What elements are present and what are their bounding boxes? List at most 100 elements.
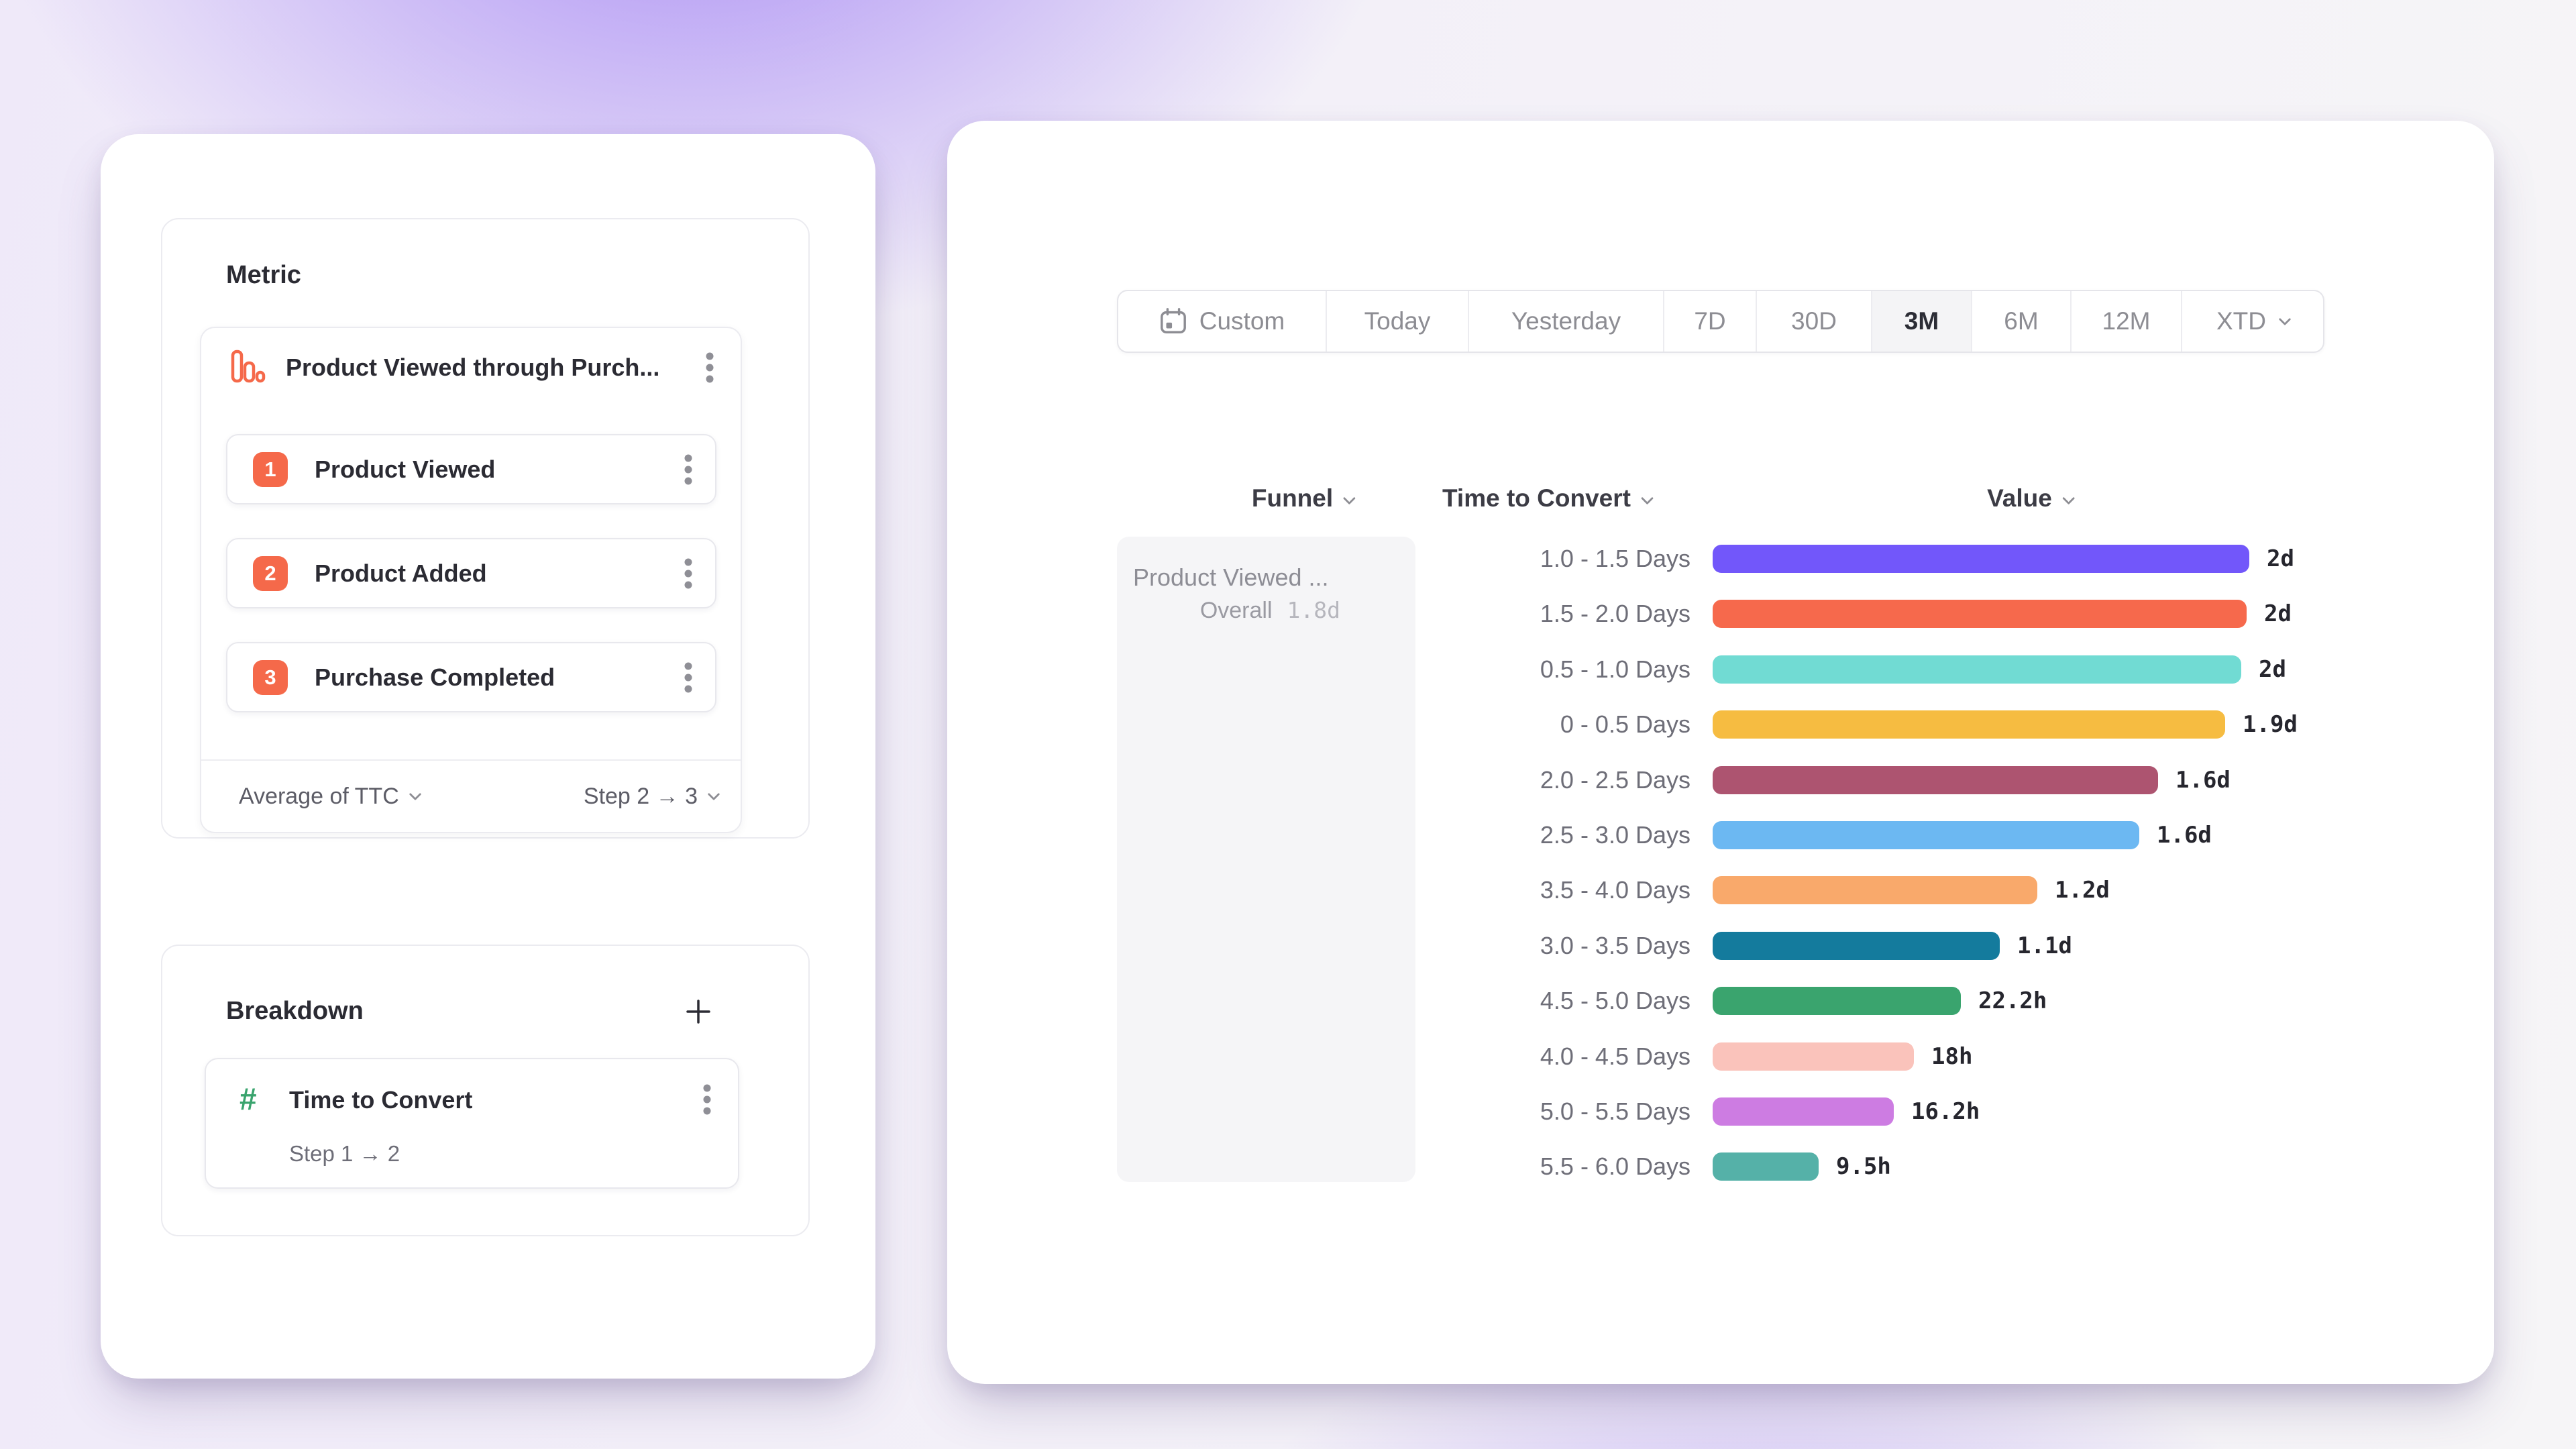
funnel-metric-header: Product Viewed through Purch... — [201, 328, 741, 407]
date-range-yesterday[interactable]: Yesterday — [1469, 291, 1664, 352]
date-range-label: Yesterday — [1511, 307, 1621, 335]
bucket-label: 1.5 - 2.0 Days — [1540, 600, 1690, 628]
kebab-menu-icon[interactable] — [696, 346, 723, 389]
value-bar-0.5---1.0-days[interactable] — [1713, 655, 2241, 684]
funnel-metric-card[interactable]: Product Viewed through Purch... 1 Product… — [200, 327, 742, 833]
chevron-down-icon — [707, 792, 720, 801]
bucket-label: 0 - 0.5 Days — [1560, 710, 1690, 739]
date-range-label: 30D — [1791, 307, 1837, 335]
calendar-icon — [1159, 307, 1187, 335]
step-label: Product Viewed — [315, 455, 496, 483]
column-header-funnel-label: Funnel — [1251, 484, 1334, 512]
bar-value-label: 22.2h — [1978, 987, 2047, 1015]
date-range-today[interactable]: Today — [1327, 291, 1469, 352]
date-range-label: Custom — [1199, 307, 1285, 335]
value-bar-3.5---4.0-days[interactable] — [1713, 876, 2037, 905]
value-bar-3.0---3.5-days[interactable] — [1713, 931, 2000, 960]
value-bar-5.5---6.0-days[interactable] — [1713, 1152, 1819, 1181]
funnel-metric-footer: Average of TTC Step 2 → 3 — [201, 761, 741, 832]
date-range-3m[interactable]: 3M — [1872, 291, 1972, 352]
kebab-menu-icon[interactable] — [694, 1078, 720, 1121]
chevron-down-icon — [1342, 496, 1356, 505]
column-header-time-to-convert[interactable]: Time to Convert — [1442, 484, 1654, 513]
step-index-badge: 3 — [253, 659, 288, 695]
funnel-steps-list: 1 Product Viewed 2 Product Added 3 Purchase C… — [226, 434, 716, 712]
date-range-7d[interactable]: 7D — [1664, 291, 1757, 352]
bucket-label: 3.0 - 3.5 Days — [1540, 931, 1690, 959]
value-bar-1.5---2.0-days[interactable] — [1713, 600, 2247, 629]
step-label: Product Added — [315, 559, 487, 587]
date-range-picker: Custom Today Yesterday 7D 30D 3M 6M 12M XTD — [1117, 290, 2324, 353]
bar-value-label: 1.1d — [2017, 932, 2072, 959]
bucket-label: 2.5 - 3.0 Days — [1540, 821, 1690, 849]
add-breakdown-button[interactable] — [682, 996, 714, 1028]
bar-value-label: 1.2d — [2055, 877, 2110, 904]
funnel-step-product-viewed[interactable]: 1 Product Viewed — [226, 434, 716, 504]
bar-value-label: 1.9d — [2243, 711, 2298, 739]
bar-value-label: 9.5h — [1836, 1153, 1891, 1181]
aggregation-label: Average of TTC — [239, 783, 399, 809]
date-range-30d[interactable]: 30D — [1757, 291, 1872, 352]
bucket-label: 4.0 - 4.5 Days — [1540, 1042, 1690, 1070]
bucket-label: 0.5 - 1.0 Days — [1540, 655, 1690, 683]
chevron-down-icon — [409, 792, 422, 801]
breakdown-item-step-range: Step 1 → 2 — [289, 1141, 400, 1166]
column-header-funnel[interactable]: Funnel — [1252, 484, 1356, 513]
bar-value-label: 16.2h — [1911, 1098, 1980, 1125]
bar-value-label: 1.6d — [2157, 822, 2212, 849]
date-range-6m[interactable]: 6M — [1972, 291, 2072, 352]
value-bar-0---0.5-days[interactable] — [1713, 710, 2225, 739]
date-range-label: 7D — [1694, 307, 1726, 335]
value-bar-2.5---3.0-days[interactable] — [1713, 821, 2139, 849]
date-range-label: XTD — [2216, 307, 2266, 335]
bar-value-label: 2d — [2259, 655, 2286, 683]
bucket-label: 3.5 - 4.0 Days — [1540, 876, 1690, 904]
aggregation-select[interactable]: Average of TTC — [239, 784, 422, 810]
kebab-menu-icon[interactable] — [675, 552, 702, 595]
date-range-label: 6M — [2004, 307, 2039, 335]
bucket-label: 4.5 - 5.0 Days — [1540, 987, 1690, 1015]
funnel-cell-overall: Overall 1.8d — [1200, 597, 1340, 624]
date-range-label: Today — [1364, 307, 1431, 335]
date-range-xtd[interactable]: XTD — [2182, 291, 2323, 352]
bar-value-label: 18h — [1931, 1042, 1973, 1070]
bar-value-label: 2d — [2264, 600, 2292, 628]
bucket-label: 5.0 - 5.5 Days — [1540, 1097, 1690, 1125]
column-header-ttc-label: Time to Convert — [1442, 484, 1631, 512]
date-range-label: 12M — [2102, 307, 2151, 335]
kebab-menu-icon[interactable] — [675, 448, 702, 491]
funnel-cell[interactable]: Product Viewed ... Overall 1.8d — [1117, 537, 1415, 1182]
column-header-value-label: Value — [1987, 484, 2052, 512]
overall-label: Overall — [1199, 598, 1273, 623]
overall-value: 1.8d — [1287, 597, 1340, 623]
value-bar-5.0---5.5-days[interactable] — [1713, 1097, 1894, 1126]
date-range-label: 3M — [1904, 307, 1939, 335]
chevron-down-icon — [2278, 317, 2292, 326]
funnel-step-product-added[interactable]: 2 Product Added — [226, 538, 716, 608]
step-range-label: Step 2 → 3 — [583, 783, 698, 809]
step-label: Purchase Completed — [315, 663, 555, 691]
bucket-label: 5.5 - 6.0 Days — [1540, 1152, 1690, 1181]
divider — [201, 759, 741, 761]
value-bar-1.0---1.5-days[interactable] — [1713, 545, 2249, 573]
value-bar-4.5---5.0-days[interactable] — [1713, 987, 1961, 1016]
date-range-custom[interactable]: Custom — [1118, 291, 1327, 352]
metric-section: Metric Product Viewed through Purch... — [161, 218, 810, 839]
value-bar-4.0---4.5-days[interactable] — [1713, 1042, 1914, 1071]
value-bar-2.0---2.5-days[interactable] — [1713, 765, 2158, 794]
chevron-down-icon — [2061, 496, 2076, 505]
step-index-badge: 1 — [253, 451, 288, 487]
funnel-step-purchase-completed[interactable]: 3 Purchase Completed — [226, 642, 716, 712]
funnel-cell-title: Product Viewed ... — [1133, 564, 1329, 591]
date-range-12m[interactable]: 12M — [2072, 291, 2182, 352]
column-header-value[interactable]: Value — [1987, 484, 2076, 513]
chevron-down-icon — [1640, 496, 1654, 505]
kebab-menu-icon[interactable] — [675, 656, 702, 699]
bucket-label: 1.0 - 1.5 Days — [1540, 545, 1690, 572]
breakdown-item-time-to-convert[interactable]: # Time to Convert Step 1 → 2 — [205, 1058, 739, 1189]
step-range-select[interactable]: Step 2 → 3 — [584, 784, 720, 810]
breakdown-section-title: Breakdown — [226, 997, 364, 1025]
bar-value-label: 1.6d — [2176, 766, 2231, 794]
breakdown-item-label: Time to Convert — [289, 1086, 473, 1114]
